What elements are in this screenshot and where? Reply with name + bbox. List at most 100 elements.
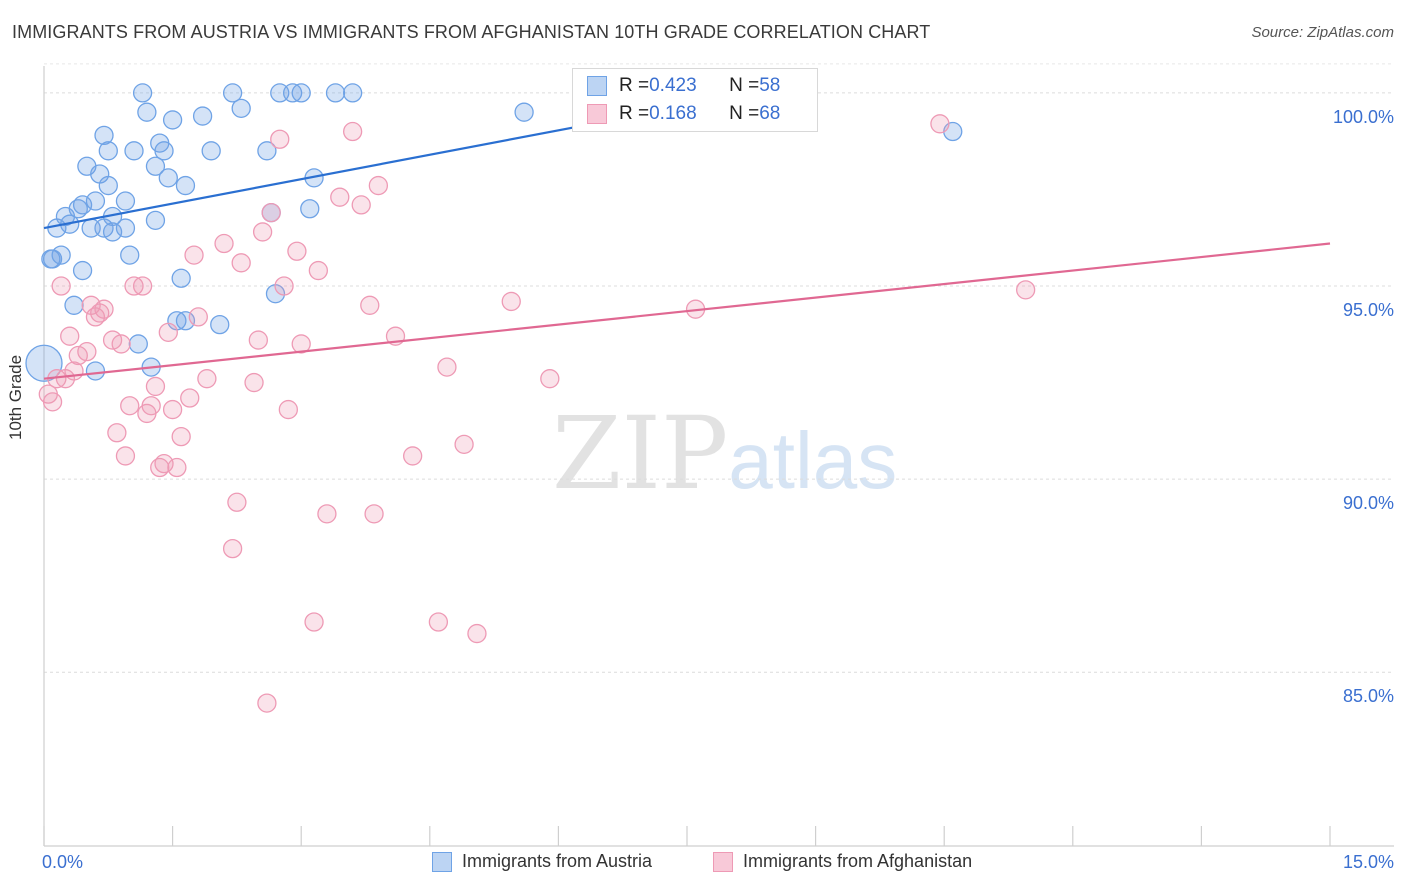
afghanistan-point [270, 129, 290, 149]
afghanistan-point [60, 326, 80, 346]
austria-point [175, 175, 196, 196]
stats-row-austria: R = 0.423 N = 58 [587, 75, 780, 97]
afghanistan-point [252, 222, 273, 242]
austria-point [257, 141, 277, 161]
austria-point [115, 218, 136, 238]
afghanistan-point [145, 376, 166, 397]
legend-item-afghanistan[interactable]: Immigrants from Afghanistan [713, 851, 972, 872]
afghanistan-trend-line [43, 242, 1331, 380]
austria-point [192, 106, 213, 126]
afghanistan-swatch [587, 104, 607, 124]
stats-legend: R = 0.423 N = 58 R = 0.168 N = 68 [572, 68, 818, 132]
afghanistan-point [167, 457, 187, 478]
y-tick-label: 85.0% [1342, 686, 1394, 707]
austria-point [201, 141, 221, 161]
afghanistan-point [287, 241, 307, 261]
afghanistan-point [42, 392, 63, 412]
austria-point [25, 344, 63, 382]
afghanistan-point [227, 492, 247, 512]
austria-point [145, 156, 166, 176]
austria-swatch [587, 76, 607, 96]
afghanistan-point [171, 426, 191, 447]
afghanistan-point [501, 291, 521, 312]
austria-point [162, 110, 183, 130]
austria-r-label: R = [619, 75, 650, 96]
austria-point [325, 83, 346, 103]
austria-point [98, 141, 118, 161]
afghanistan-point [132, 276, 153, 296]
austria-point [158, 168, 178, 188]
afghanistan-point [467, 623, 487, 644]
afghanistan-r-value: 0.168 [649, 103, 697, 124]
x-tick-label-max: 15.0% [1342, 852, 1394, 872]
afghanistan-point [231, 253, 251, 273]
afghanistan-n-value: 68 [759, 103, 781, 124]
afghanistan-point [342, 121, 363, 142]
austria-n-label: N = [729, 75, 760, 96]
watermark-zip: ZIP [552, 395, 729, 512]
legend-label-austria: Immigrants from Austria [462, 851, 653, 871]
zipatlas-watermark: ZIPatlas [552, 395, 897, 512]
austria-point [291, 83, 311, 103]
afghanistan-point [197, 369, 217, 389]
bottom-legend: Immigrants from Austria Immigrants from … [0, 851, 1406, 879]
afghanistan-point [158, 322, 178, 342]
afghanistan-point [111, 334, 131, 354]
afghanistan-point [188, 307, 208, 327]
afghanistan-point [308, 260, 328, 281]
afghanistan-point [180, 388, 200, 408]
austria-r-value: 0.423 [649, 75, 697, 96]
afghanistan-point [94, 299, 114, 319]
austria-point [132, 83, 153, 103]
afghanistan-point [437, 357, 457, 377]
stats-row-afghanistan: R = 0.168 N = 68 [587, 103, 780, 125]
afghanistan-point [261, 202, 281, 223]
afghanistan-point [274, 276, 294, 296]
afghanistan-point [115, 446, 136, 466]
afghanistan-point [120, 396, 140, 416]
afghanistan-n-label: N = [729, 103, 760, 124]
x-tick-label-min: 0.0% [42, 852, 84, 872]
austria-point [514, 102, 534, 122]
y-tick-label: 95.0% [1342, 300, 1394, 320]
austria-point [85, 191, 106, 211]
afghanistan-point [244, 372, 264, 393]
afghanistan-point [304, 612, 324, 632]
afghanistan-point [248, 330, 268, 350]
austria-point [231, 98, 251, 118]
austria-point [85, 361, 106, 381]
afghanistan-point [403, 446, 423, 466]
watermark-atlas: atlas [728, 416, 898, 505]
austria-n-value: 58 [759, 75, 781, 96]
afghanistan-point [222, 538, 243, 559]
source-label: Source: ZipAtlas.com [1251, 24, 1394, 41]
afghanistan-point [141, 396, 161, 416]
austria-point [342, 83, 363, 103]
afghanistan-point [360, 295, 380, 315]
austria-point [128, 334, 148, 354]
austria-point [171, 268, 191, 288]
austria-point [94, 125, 114, 146]
afghanistan-point [214, 233, 234, 254]
afghanistan-r-label: R = [619, 103, 650, 124]
afghanistan-point [351, 195, 371, 215]
austria-point [115, 191, 136, 211]
chart-title: IMMIGRANTS FROM AUSTRIA VS IMMIGRANTS FR… [12, 22, 931, 42]
afghanistan-point [77, 342, 97, 362]
austria-point [154, 141, 174, 161]
austria-point [222, 83, 243, 103]
afghanistan-point [184, 245, 204, 265]
austria-point [300, 199, 320, 219]
afghanistan-point [454, 434, 474, 454]
legend-item-austria[interactable]: Immigrants from Austria [432, 851, 652, 872]
afghanistan-point [930, 114, 950, 134]
afghanistan-point [368, 175, 389, 196]
afghanistan-point [317, 504, 337, 524]
y-axis-label: 10th Grade [6, 354, 25, 440]
austria-point [210, 314, 230, 335]
austria-point [124, 141, 144, 161]
y-tick-label: 100.0% [1332, 106, 1394, 127]
afghanistan-point [364, 504, 384, 524]
legend-label-afghanistan: Immigrants from Afghanistan [743, 851, 973, 871]
